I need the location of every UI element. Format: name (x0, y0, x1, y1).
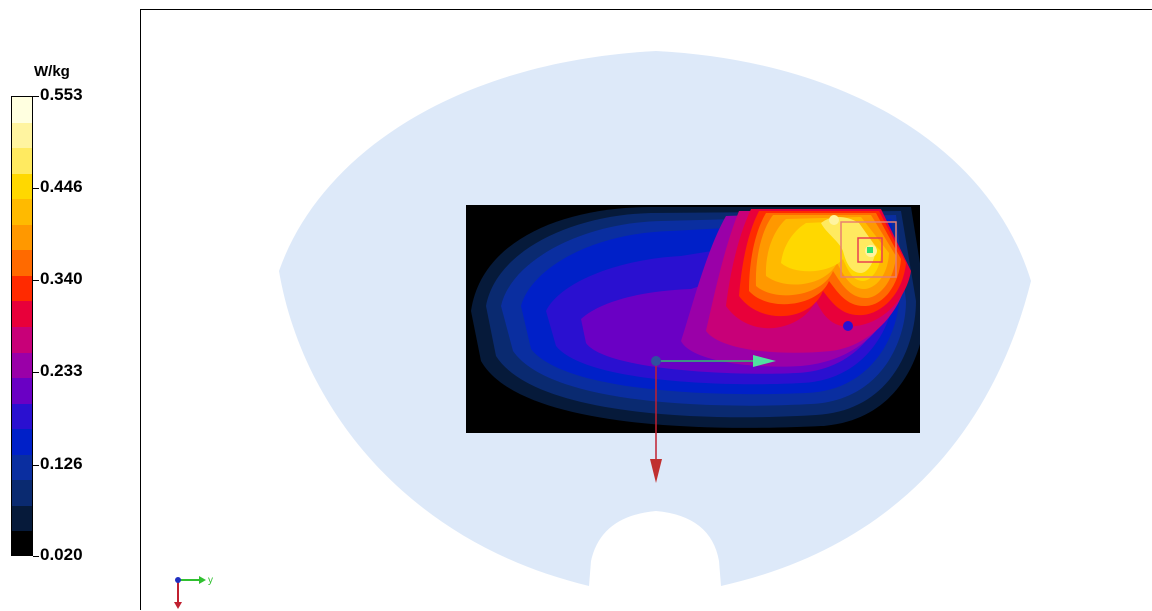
colorbar-band (12, 173, 32, 201)
colorbar-band (12, 275, 32, 303)
colorbar-tick-mark (33, 556, 39, 557)
colorbar-legend: W/kg 0.553 0.446 0.340 0.233 0.126 0.020 (0, 0, 140, 610)
colorbar-tick-mark (33, 188, 39, 190)
colorbar-tick-label: 0.553 (40, 85, 83, 104)
colorbar-tick-mark (33, 464, 39, 466)
scene-axes (650, 355, 776, 483)
colorbar-band (12, 250, 32, 277)
colorbar-tick-mark (33, 96, 39, 97)
colorbar-tick-label: 0.340 (40, 268, 83, 288)
colorbar-band (12, 148, 32, 175)
colorbar-band (12, 301, 32, 328)
colorbar-band (12, 224, 32, 252)
colorbar-tick-mark (33, 279, 39, 281)
colorbar-tick-label: 0.446 (40, 177, 83, 197)
colorbar-band (12, 403, 32, 431)
colorbar-gradient (11, 96, 33, 556)
sar-heatmap (466, 205, 920, 433)
colorbar-band (12, 429, 32, 456)
colorbar-band (12, 454, 32, 482)
colorbar-band (12, 505, 32, 533)
peak-point (867, 247, 873, 253)
colorbar-band (12, 327, 32, 354)
colorbar-band (12, 480, 32, 507)
peak-outer-box (840, 221, 897, 278)
colorbar-band (12, 122, 32, 150)
peak-inner-box (857, 237, 883, 263)
colorbar-unit-label: W/kg (34, 63, 70, 80)
colorbar-tick-label: 0.126 (40, 453, 83, 473)
axis-triad-icon: y (174, 575, 213, 609)
colorbar-band (12, 378, 32, 405)
colorbar-band (12, 199, 32, 226)
colorbar-band (12, 352, 32, 380)
colorbar-tick-label: 0.233 (40, 361, 83, 381)
colorbar-tick-label: 0.020 (40, 545, 83, 564)
axis-triad-y-label: y (208, 575, 213, 586)
colorbar-tick-mark (33, 372, 39, 374)
colorbar-band (12, 97, 32, 124)
colorbar-band (12, 531, 32, 555)
sar-plot-viewport[interactable]: y (140, 9, 1152, 610)
sar-scene: y (174, 51, 1031, 609)
